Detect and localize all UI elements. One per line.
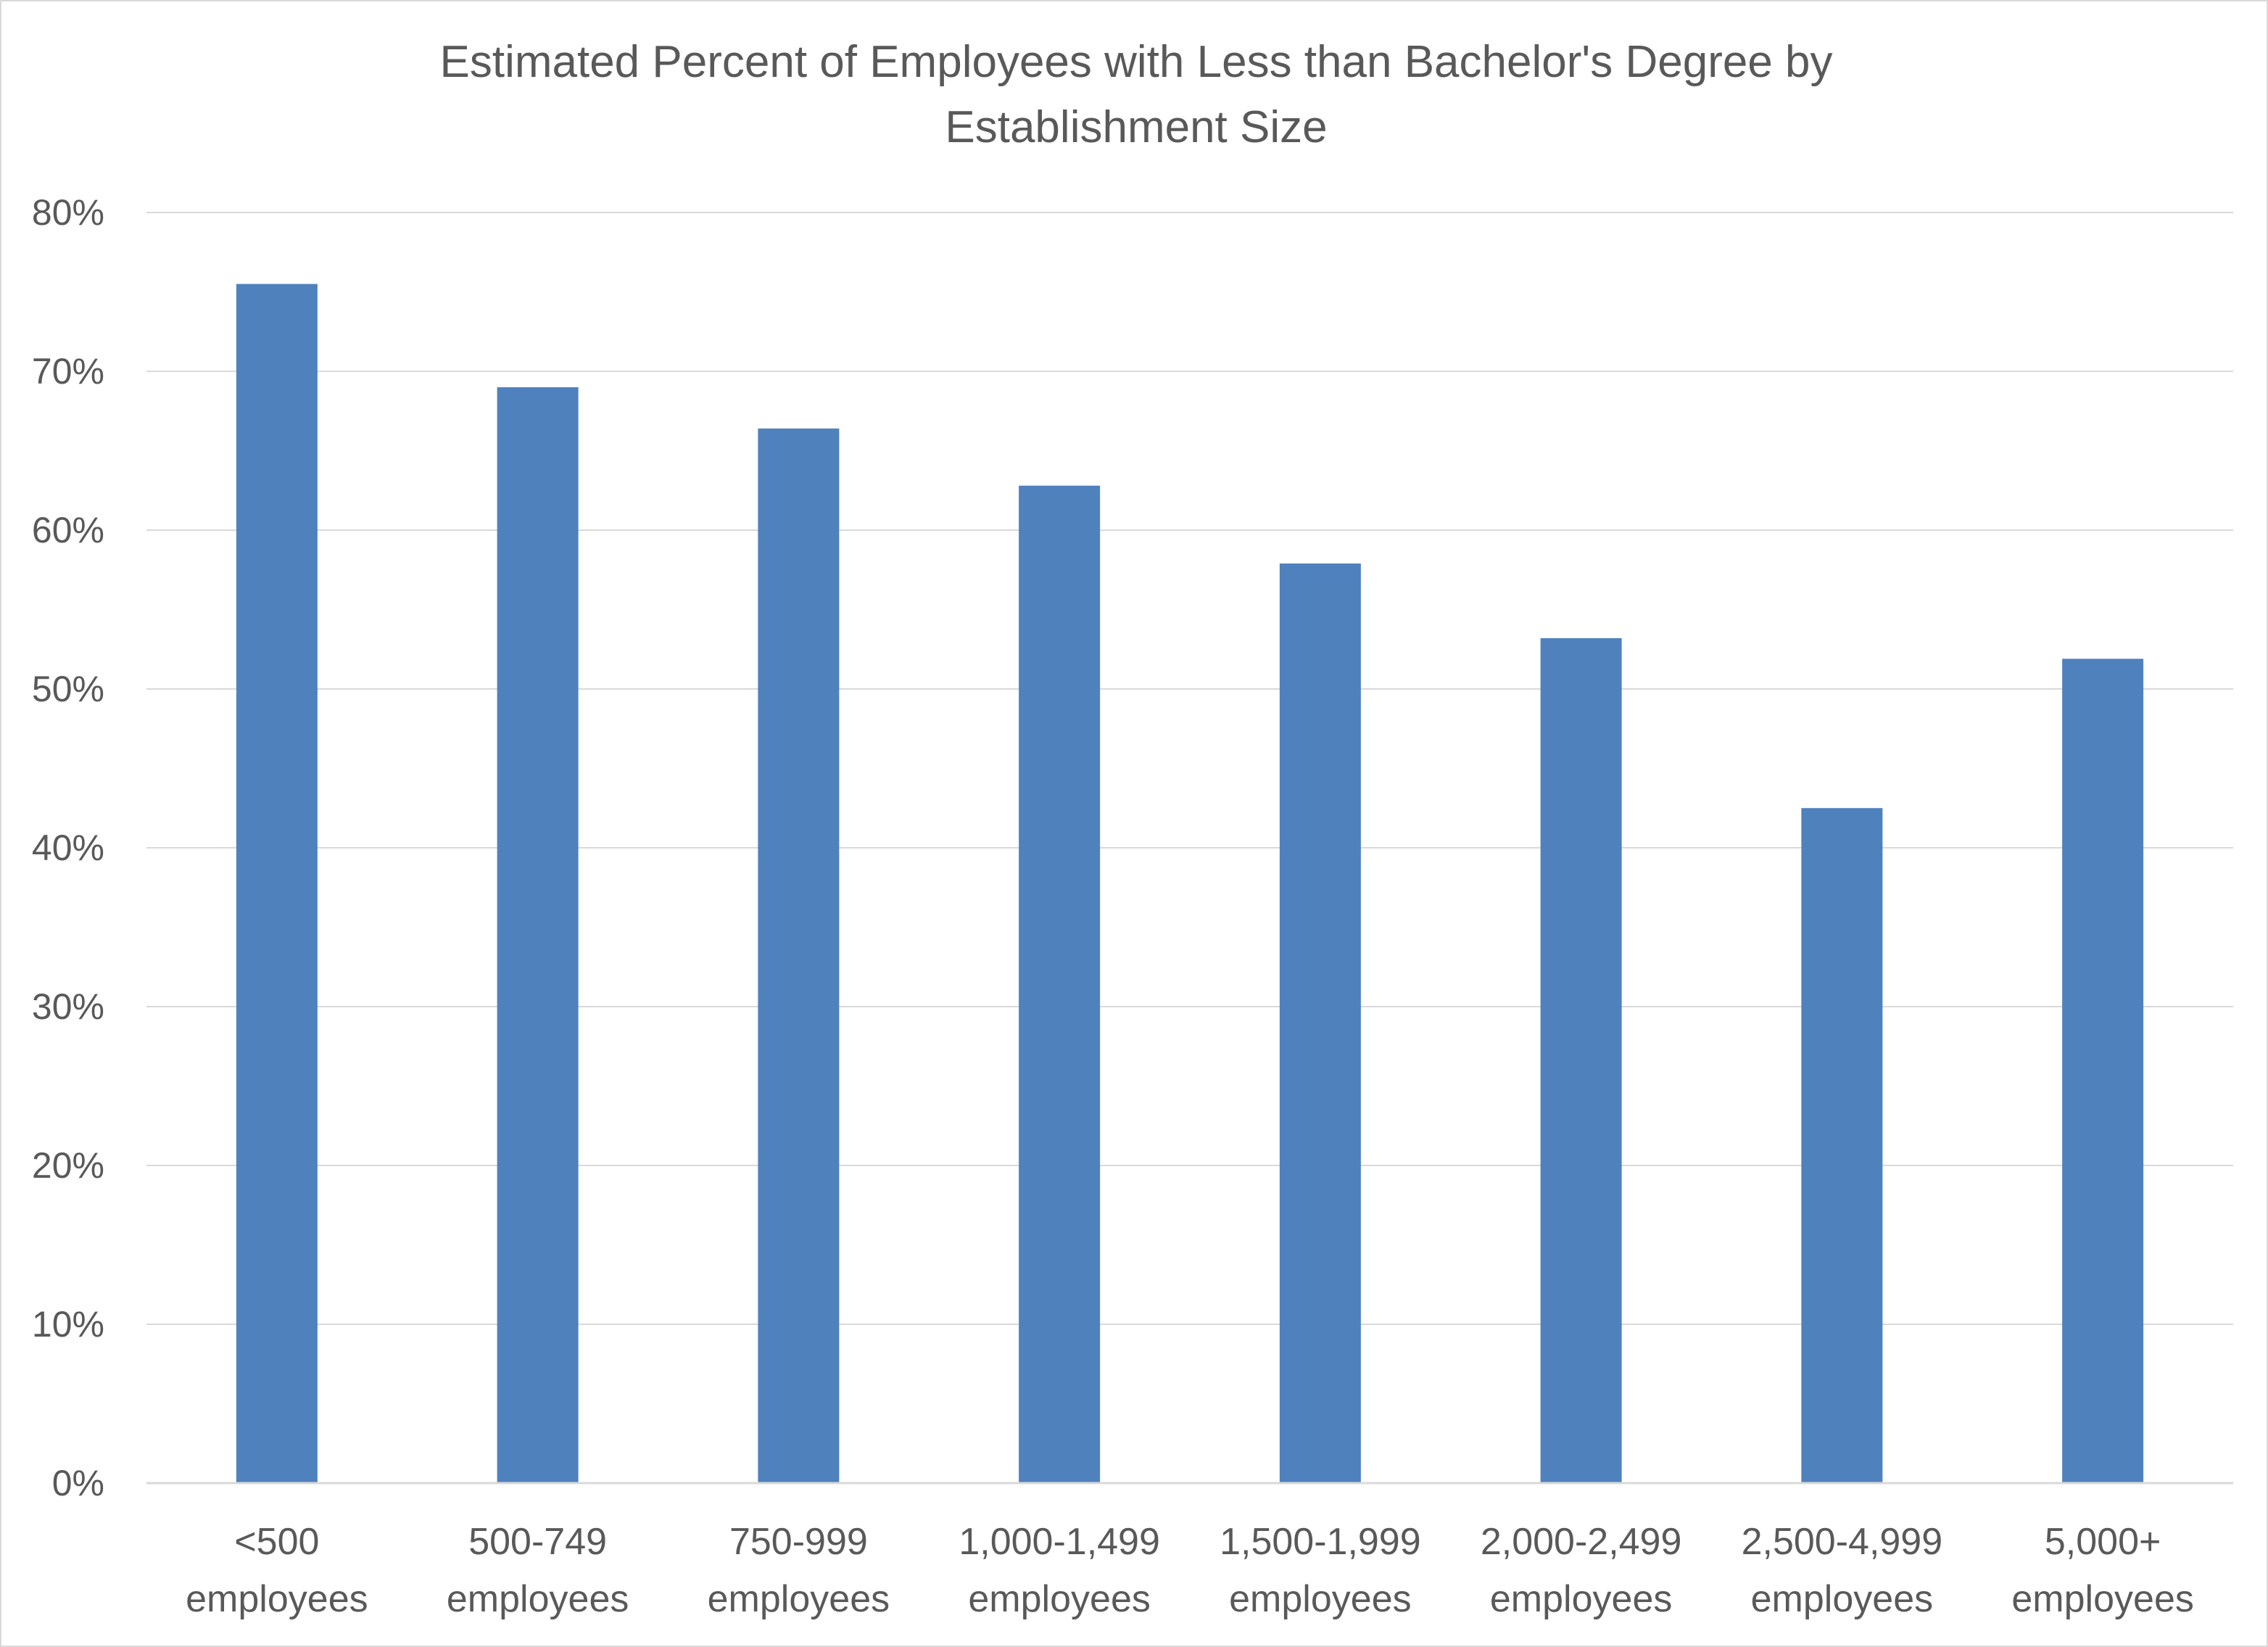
y-tick-label: 20% <box>32 1145 104 1186</box>
y-tick-label: 50% <box>32 669 104 709</box>
bar-6 <box>1540 637 1622 1484</box>
y-tick-label: 70% <box>32 351 104 392</box>
x-category-label: <500 employees <box>186 1521 368 1620</box>
bar-4 <box>1019 485 1101 1484</box>
x-category-label: 500-749 employees <box>447 1521 629 1620</box>
bar-3 <box>758 428 840 1483</box>
x-category-label: 750-999 employees <box>708 1521 890 1620</box>
gridlines <box>146 212 2233 1325</box>
y-tick-label: 0% <box>52 1463 104 1503</box>
y-tick-label: 60% <box>32 510 104 550</box>
x-category-label: 5,000+ employees <box>2011 1521 2193 1620</box>
x-category-label: 1,000-1,499 employees <box>959 1521 1160 1620</box>
chart-title-line-1: Estimated Percent of Employees with Less… <box>439 37 1832 87</box>
x-category-label: 2,000-2,499 employees <box>1481 1521 1682 1620</box>
x-category-label: 2,500-4,999 employees <box>1742 1521 1943 1620</box>
x-axis-labels: <500 employees 500-749 employees 750-999 empl… <box>186 1521 2194 1620</box>
chart-title-line-2: Establishment Size <box>945 102 1327 152</box>
bar-7 <box>1801 808 1883 1483</box>
y-tick-label: 10% <box>32 1304 104 1345</box>
bars <box>236 284 2144 1484</box>
y-tick-label: 30% <box>32 986 104 1027</box>
y-tick-label: 80% <box>32 192 104 233</box>
x-category-label: 1,500-1,999 employees <box>1220 1521 1421 1620</box>
bar-8 <box>2062 659 2144 1483</box>
y-tick-label: 40% <box>32 827 104 868</box>
bar-1 <box>236 284 318 1483</box>
bar-5 <box>1279 563 1361 1483</box>
y-axis-ticks: 0% 10% 20% 30% 40% 50% 60% 70% 80% <box>32 192 104 1503</box>
bar-2 <box>497 387 579 1483</box>
chart-title: Estimated Percent of Employees with Less… <box>439 37 1832 152</box>
